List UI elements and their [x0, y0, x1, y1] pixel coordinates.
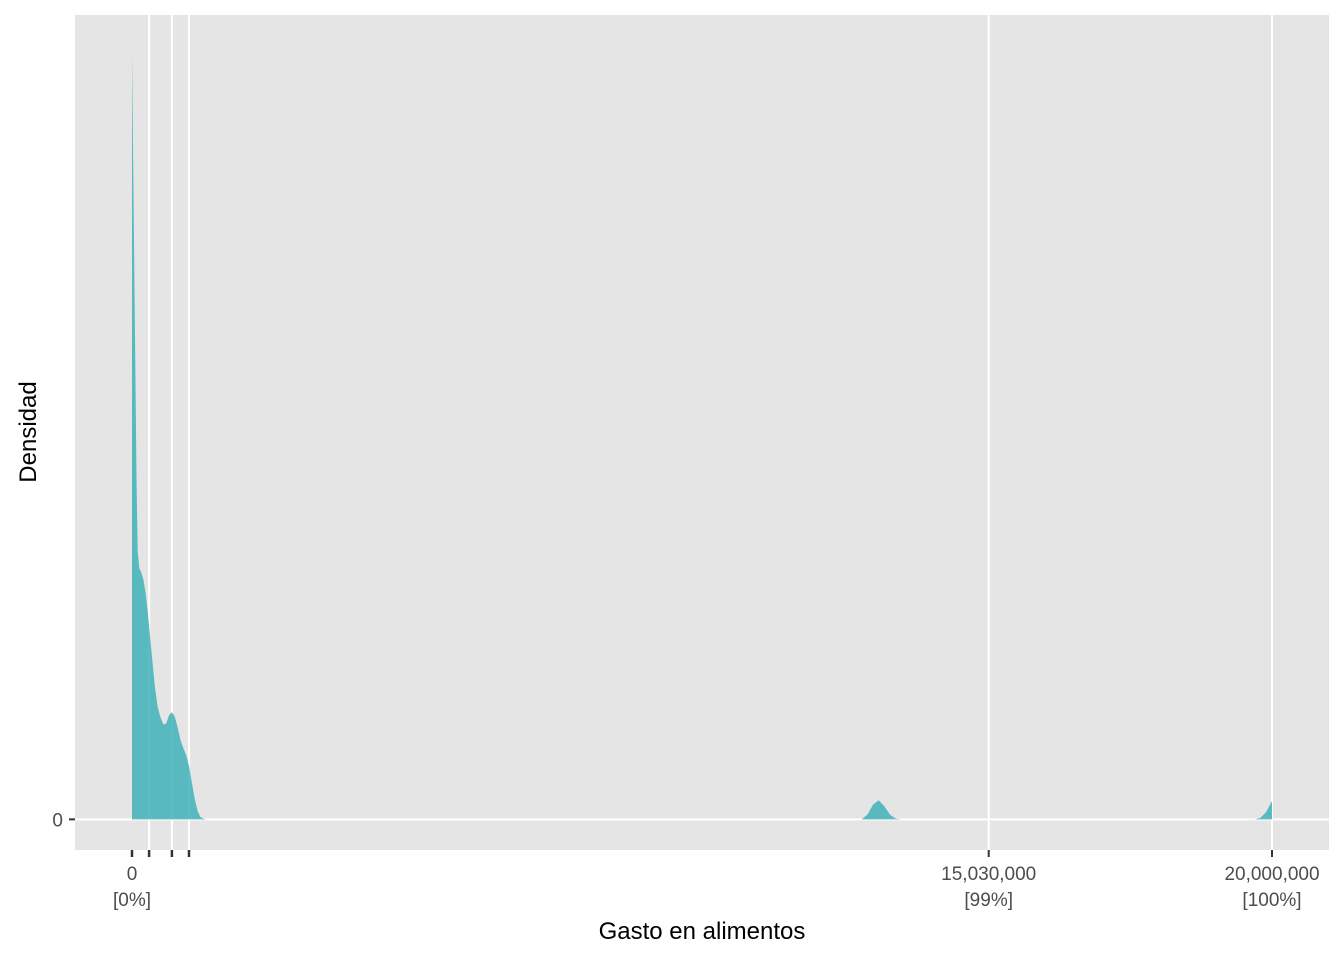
y-axis-title: Densidad	[15, 381, 42, 482]
x-axis-title: Gasto en alimentos	[599, 918, 806, 945]
x-axis: 0 [0%] 15,030,000 [99%] 20,000,000 [100%]	[113, 850, 1320, 911]
x-tick-sublabel-1: [99%]	[964, 890, 1013, 911]
plot-panel	[75, 15, 1329, 850]
x-tick-label-2: 20,000,000	[1224, 864, 1319, 885]
x-tick-sublabel-2: [100%]	[1242, 890, 1301, 911]
y-axis: 0	[52, 810, 75, 831]
x-tick-label-1: 15,030,000	[941, 864, 1036, 885]
x-tick-sublabel-0: [0%]	[113, 890, 151, 911]
x-tick-label-0: 0	[127, 864, 138, 885]
y-tick-label-0: 0	[52, 810, 63, 831]
